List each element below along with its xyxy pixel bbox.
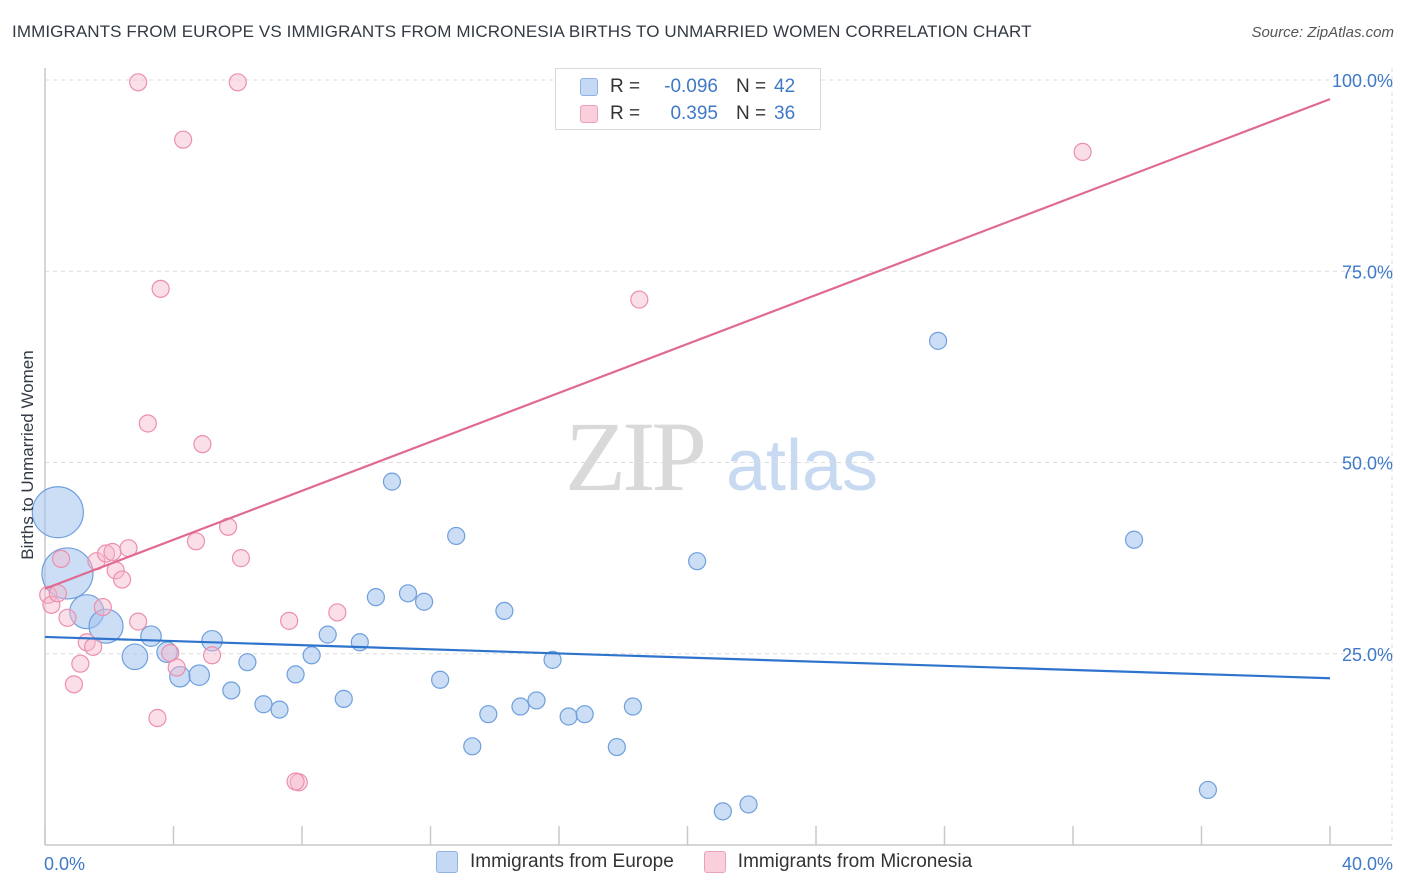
europe-point	[463, 737, 482, 756]
micronesia-point	[228, 73, 247, 92]
europe-point	[270, 700, 289, 719]
stats-legend-row-europe: R = -0.096 N = 42	[580, 75, 795, 99]
europe-point	[479, 705, 498, 724]
europe-point	[688, 552, 707, 571]
micronesia-point	[286, 772, 305, 791]
micronesia-point	[96, 544, 116, 563]
watermark-atlas: atlas	[726, 426, 878, 506]
europe-point	[318, 625, 337, 644]
europe-point	[238, 653, 257, 672]
europe-point	[382, 472, 402, 491]
micronesia-point	[103, 542, 122, 562]
europe-point	[201, 629, 223, 652]
europe-point	[607, 737, 626, 757]
micronesia-point	[84, 637, 103, 656]
n-label: N =	[736, 76, 767, 97]
stats-legend: R = -0.096 N = 42 R = 0.395 N = 36	[555, 68, 821, 130]
micronesia-swatch	[580, 105, 598, 123]
micronesia-legend-swatch	[703, 851, 726, 873]
europe-point	[334, 689, 353, 708]
r-value-micronesia: 0.395	[670, 103, 718, 124]
x-tick-label: 0.0%	[44, 854, 85, 874]
europe-point	[254, 695, 273, 714]
n-value-europe: 42	[774, 76, 796, 97]
europe-point	[511, 697, 530, 716]
europe-point	[156, 641, 178, 664]
micronesia-point	[167, 658, 186, 677]
micronesia-point	[328, 603, 347, 622]
r-value-europe: -0.096	[664, 76, 718, 97]
europe-point	[88, 608, 124, 644]
micronesia-point	[112, 570, 132, 589]
micronesia-point	[51, 549, 71, 568]
europe-point	[713, 802, 732, 821]
europe-point	[366, 588, 385, 607]
europe-point	[31, 486, 84, 539]
europe-point	[447, 526, 466, 546]
micronesia-point	[202, 646, 222, 665]
europe-point	[575, 705, 594, 724]
europe-point	[1198, 780, 1218, 800]
europe-point	[928, 331, 948, 350]
series-legend: Immigrants from Europe Immigrants from M…	[436, 851, 1002, 873]
europe-point	[222, 681, 241, 700]
europe-legend-swatch	[436, 851, 458, 873]
micronesia-point	[48, 584, 67, 603]
y-tick-label: 25.0%	[1342, 645, 1393, 665]
micronesia-point	[630, 290, 649, 309]
stats-legend-row-micronesia: R = 0.395 N = 36	[580, 102, 795, 126]
europe-trend-line	[44, 635, 1331, 680]
micronesia-point	[42, 595, 61, 614]
legend-item-europe[interactable]: Immigrants from Europe	[436, 851, 674, 873]
watermark-zip: ZIP	[565, 401, 703, 512]
x-tick-label: 40.0%	[1342, 854, 1393, 874]
micronesia-point	[174, 130, 193, 149]
micronesia-point	[1073, 142, 1092, 162]
europe-point	[543, 650, 562, 669]
europe-point	[623, 697, 642, 716]
y-tick-label: 100.0%	[1332, 71, 1393, 91]
europe-point	[527, 691, 546, 710]
r-label: R =	[610, 76, 641, 97]
europe-point	[398, 584, 418, 603]
source-credit: Source: ZipAtlas.com	[1251, 24, 1394, 41]
micronesia-point	[231, 549, 251, 568]
europe-point	[121, 643, 149, 671]
r-label: R =	[610, 103, 641, 124]
europe-point	[495, 601, 514, 621]
n-label: N =	[736, 103, 767, 124]
micronesia-point	[71, 654, 90, 673]
europe-point	[302, 646, 321, 665]
legend-item-micronesia[interactable]: Immigrants from Micronesia	[703, 851, 973, 873]
europe-point	[739, 795, 758, 814]
legend-label-micronesia: Immigrants from Micronesia	[737, 851, 973, 872]
europe-point	[188, 664, 210, 686]
chart-title: IMMIGRANTS FROM EUROPE VS IMMIGRANTS FRO…	[12, 22, 1032, 41]
n-value-micronesia: 36	[774, 103, 796, 124]
micronesia-point	[129, 612, 148, 631]
y-axis-label: Births to Unmarried Women	[18, 350, 37, 560]
legend-label-europe: Immigrants from Europe	[470, 851, 674, 872]
micronesia-point	[129, 73, 148, 92]
micronesia-trend-line	[44, 98, 1331, 590]
europe-point	[559, 707, 578, 726]
micronesia-point	[280, 611, 299, 630]
y-tick-label: 50.0%	[1342, 454, 1393, 474]
europe-point	[414, 592, 434, 611]
micronesia-point	[58, 608, 77, 627]
micronesia-point	[186, 532, 206, 551]
europe-point	[431, 670, 450, 689]
micronesia-point	[193, 435, 212, 454]
micronesia-point	[138, 414, 157, 433]
europe-point	[286, 665, 305, 684]
micronesia-point	[93, 597, 112, 617]
micronesia-point	[148, 708, 167, 728]
europe-point	[1124, 530, 1144, 549]
micronesia-point	[64, 675, 84, 694]
micronesia-point	[151, 279, 170, 298]
europe-swatch	[580, 78, 598, 96]
y-tick-label: 75.0%	[1342, 262, 1393, 282]
europe-point	[140, 625, 162, 647]
